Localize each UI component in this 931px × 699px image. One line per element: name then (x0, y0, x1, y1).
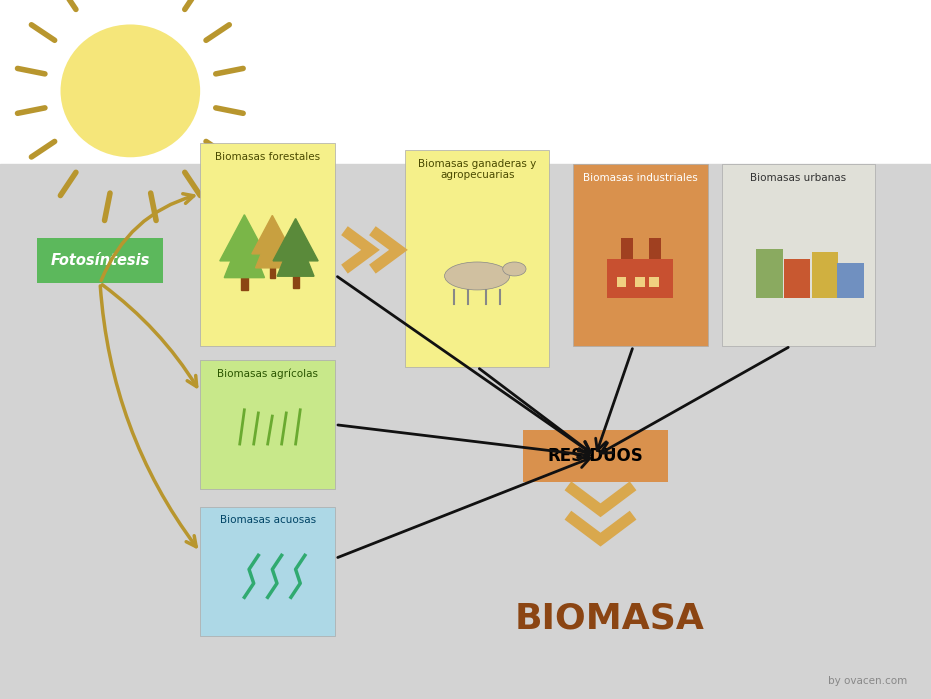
FancyBboxPatch shape (405, 150, 549, 367)
FancyBboxPatch shape (722, 164, 875, 346)
Bar (650, 238, 661, 259)
Ellipse shape (444, 262, 509, 290)
Bar (241, 261, 248, 290)
Polygon shape (224, 227, 264, 278)
Text: RESIDUOS: RESIDUOS (547, 447, 643, 465)
Polygon shape (277, 230, 314, 276)
Bar (838, 263, 864, 298)
Bar (784, 259, 810, 298)
Text: Biomasas urbanas: Biomasas urbanas (750, 173, 846, 182)
FancyBboxPatch shape (200, 143, 335, 346)
Polygon shape (220, 215, 269, 261)
Polygon shape (251, 215, 292, 254)
FancyBboxPatch shape (573, 164, 708, 346)
FancyBboxPatch shape (200, 507, 335, 636)
Text: Biomasas agrícolas: Biomasas agrícolas (217, 368, 318, 379)
Text: Biomasas acuosas: Biomasas acuosas (220, 515, 316, 525)
FancyBboxPatch shape (523, 430, 668, 482)
Bar (0, 164, 931, 699)
Bar (270, 254, 276, 278)
Polygon shape (273, 219, 318, 261)
Text: Fotosíntesis: Fotosíntesis (50, 253, 150, 268)
Text: BIOMASA: BIOMASA (515, 602, 705, 635)
Bar (616, 277, 627, 287)
Polygon shape (255, 226, 289, 268)
Bar (292, 261, 299, 288)
Ellipse shape (61, 24, 200, 157)
Bar (812, 252, 838, 298)
Text: Biomasas industriales: Biomasas industriales (583, 173, 697, 182)
Bar (756, 249, 782, 298)
FancyBboxPatch shape (37, 238, 163, 283)
FancyBboxPatch shape (200, 360, 335, 489)
Ellipse shape (503, 262, 526, 276)
Bar (0, 0, 931, 164)
Bar (622, 238, 633, 259)
Text: Biomasas ganaderas y
agropecuarias: Biomasas ganaderas y agropecuarias (418, 159, 536, 180)
Text: by ovacen.com: by ovacen.com (829, 677, 908, 686)
Text: Biomasas forestales: Biomasas forestales (215, 152, 320, 161)
Bar (607, 259, 672, 298)
Bar (635, 277, 645, 287)
Bar (650, 277, 659, 287)
